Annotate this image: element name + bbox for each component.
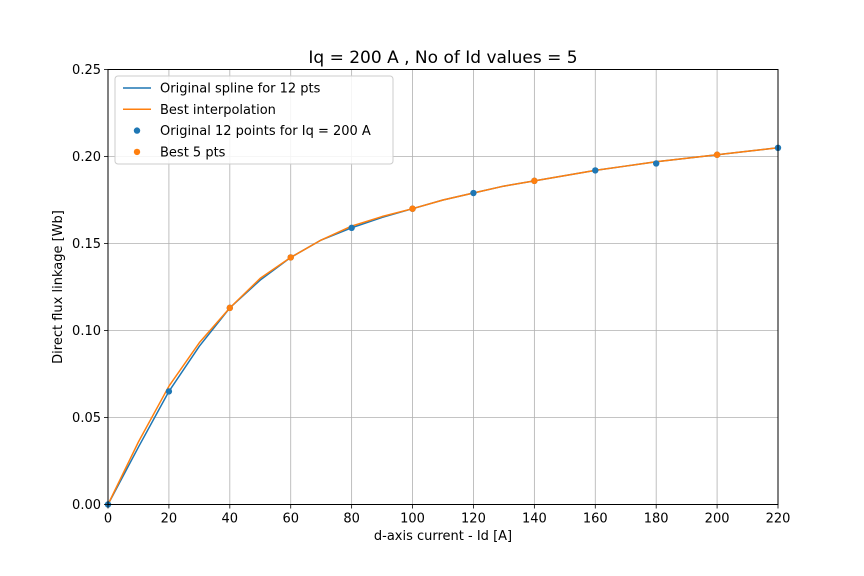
legend-entry-label: Original spline for 12 pts [160, 82, 321, 97]
legend-marker-swatch [133, 127, 141, 134]
data-point [470, 189, 477, 197]
data-point [592, 167, 599, 174]
chart-title: Iq = 200 A , No of Id values = 5 [308, 48, 577, 68]
y-tick-label: 0.00 [72, 498, 101, 513]
x-tick-label: 40 [222, 512, 239, 527]
x-tick-label: 160 [583, 512, 608, 527]
x-tick-label: 120 [461, 512, 486, 527]
x-tick-label: 20 [161, 512, 178, 527]
x-tick-label: 140 [522, 512, 547, 527]
series-lines [107, 147, 779, 505]
y-tick-label: 0.15 [72, 237, 101, 252]
series-points [104, 144, 782, 508]
ticks: 0 20 40 60 80 100 120 140 160 180 200 220 0.00 0.05 0.… [72, 63, 790, 527]
y-tick-label: 0.10 [72, 324, 101, 339]
series-line-1 [107, 147, 779, 505]
x-tick-label: 200 [705, 512, 730, 527]
data-point [287, 254, 294, 261]
data-point [165, 388, 173, 395]
legend-entry-label: Best interpolation [160, 103, 276, 118]
legend-entry-label: Original 12 points for Iq = 200 A [160, 124, 371, 139]
plot-frame [107, 69, 779, 505]
x-axis-label: d-axis current - Id [A] [374, 529, 512, 544]
x-tick-label: 180 [644, 512, 669, 527]
x-tick-label: 80 [343, 512, 360, 527]
data-point [348, 224, 355, 232]
legend-marker-swatch [133, 148, 141, 156]
y-tick-label: 0.25 [72, 63, 101, 78]
data-point [713, 151, 721, 158]
data-point [409, 205, 416, 212]
x-tick-label: 0 [104, 512, 112, 527]
x-tick-label: 100 [400, 512, 425, 527]
y-tick-label: 0.05 [72, 411, 101, 426]
y-tick-label: 0.20 [72, 150, 101, 165]
legend-box [114, 75, 394, 165]
x-tick-label: 220 [766, 512, 791, 527]
data-point [226, 304, 234, 312]
y-axis-label: Direct flux linkage [Wb] [51, 210, 66, 364]
data-point [652, 160, 660, 167]
legend-entry-label: Best 5 pts [160, 145, 226, 160]
x-tick-label: 60 [282, 512, 299, 527]
data-point [531, 177, 538, 185]
legend: Original spline for 12 pts Best interpola… [114, 75, 394, 165]
